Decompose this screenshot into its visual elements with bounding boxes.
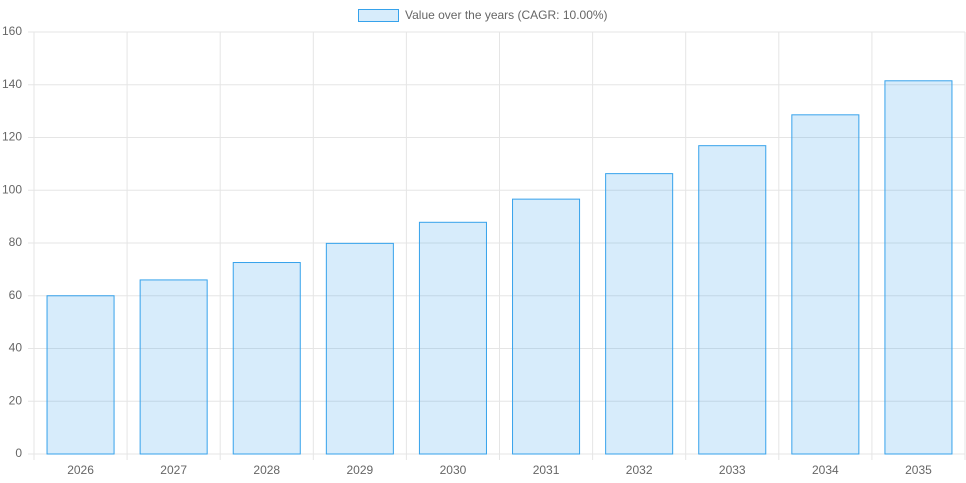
bar — [46, 295, 115, 455]
bar — [418, 221, 487, 455]
x-tick-label: 2033 — [719, 463, 746, 477]
y-tick-label: 160 — [2, 24, 22, 38]
legend-label: Value over the years (CAGR: 10.00%) — [405, 8, 608, 22]
y-tick-label: 140 — [2, 77, 22, 91]
x-tick-label: 2034 — [812, 463, 839, 477]
x-tick-label: 2028 — [253, 463, 280, 477]
y-tick-label: 120 — [2, 130, 22, 144]
x-tick-label: 2031 — [533, 463, 560, 477]
y-tick-label: 80 — [9, 235, 23, 249]
x-tick-label: 2026 — [67, 463, 94, 477]
y-tick-label: 60 — [9, 288, 23, 302]
x-tick-label: 2032 — [626, 463, 653, 477]
y-tick-label: 40 — [9, 341, 23, 355]
bar — [605, 173, 674, 455]
y-tick-label: 0 — [15, 446, 22, 460]
legend-swatch — [358, 9, 399, 22]
bar — [232, 262, 301, 455]
x-tick-label: 2035 — [905, 463, 932, 477]
bar — [698, 145, 767, 455]
bar — [512, 198, 581, 455]
y-tick-label: 20 — [9, 393, 23, 407]
x-tick-label: 2029 — [346, 463, 373, 477]
x-tick-label: 2030 — [440, 463, 467, 477]
bar — [791, 114, 860, 455]
bar — [325, 242, 394, 455]
x-tick-label: 2027 — [160, 463, 187, 477]
bar — [139, 279, 208, 455]
y-tick-label: 100 — [2, 182, 22, 196]
bar — [884, 80, 953, 455]
